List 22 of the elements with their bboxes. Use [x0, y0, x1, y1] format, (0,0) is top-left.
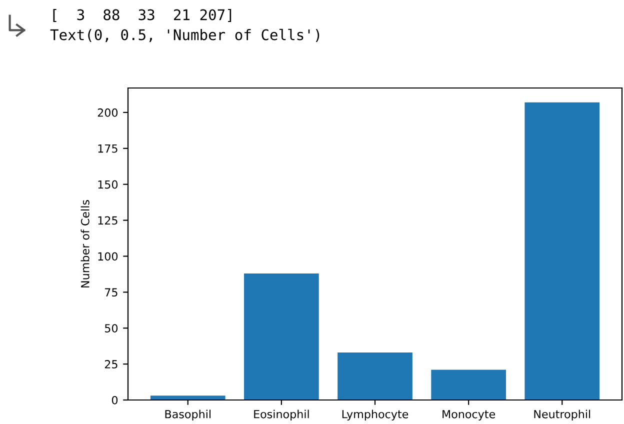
y-tick-label: 75 [105, 288, 118, 297]
y-tick-label: 50 [104, 324, 118, 332]
x-tick-label: Neutrophil [534, 410, 590, 420]
y-tick-label: 25 [104, 360, 118, 368]
bar [338, 352, 412, 400]
bar [524, 102, 600, 400]
text: [ 3 88 33 21 207] [53, 8, 232, 22]
x-tick-label: Eosinophil [254, 410, 309, 420]
y-tick-label: 175 [98, 144, 118, 153]
y-tick-label: 100 [98, 252, 118, 261]
y-tick-label: 200 [98, 108, 118, 117]
bar [244, 273, 319, 400]
x-tick-label: Monocyte [442, 410, 496, 420]
y-tick-label: 125 [98, 216, 118, 225]
text: Text(0, 0.5, 'Number of Cells') [50, 28, 320, 42]
x-tick-label: Basophil [165, 410, 210, 420]
bar [150, 396, 226, 400]
y-tick-label: 0 [112, 396, 118, 404]
bar [431, 370, 506, 400]
x-tick-label: Lymphocyte [342, 410, 408, 420]
y-tick-label: 150 [98, 180, 118, 189]
y-axis-title: Number of Cells [80, 200, 90, 288]
